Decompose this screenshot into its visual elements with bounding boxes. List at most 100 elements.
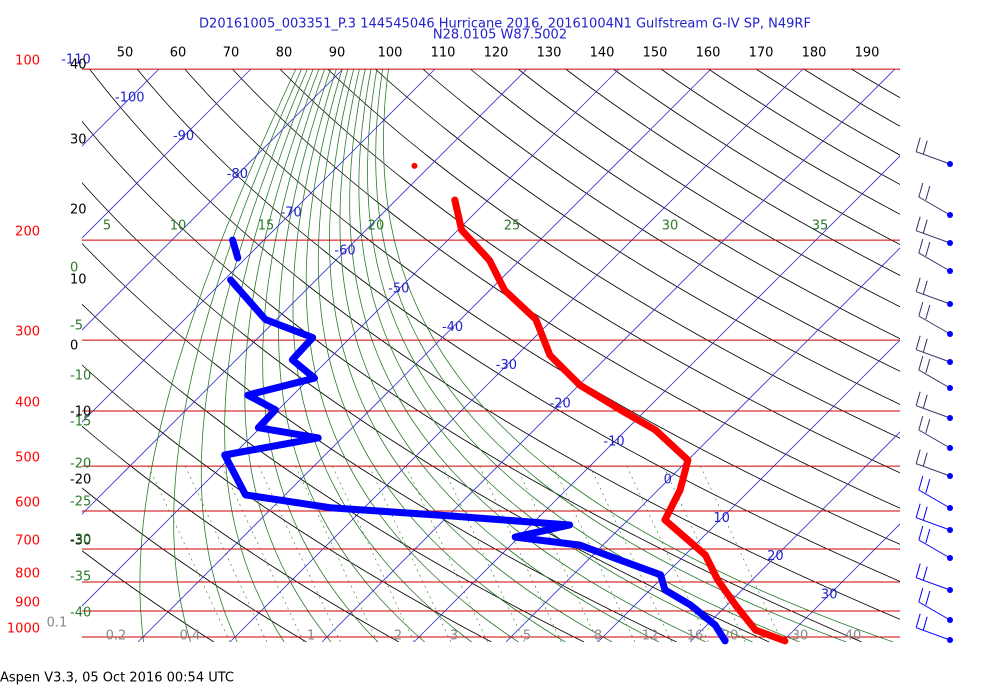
top-scale-label: 60 (170, 46, 187, 61)
moist-adiabat (329, 69, 613, 642)
dry-adiabat (517, 69, 900, 308)
barb-flag (918, 475, 924, 491)
theta-label: 10 (170, 219, 187, 234)
barb-flag (918, 182, 924, 198)
isotherm (82, 69, 620, 607)
pressure-label: 400 (15, 396, 40, 411)
dry-adiabat (564, 69, 900, 276)
isotherm (413, 155, 900, 642)
barb-flag (915, 137, 921, 152)
barb-staff (916, 151, 951, 165)
barb-staff (916, 230, 951, 244)
theta-left-label: -40 (70, 606, 91, 621)
barb-dot (947, 212, 953, 218)
isotherm (689, 431, 900, 642)
barb-flag (925, 528, 931, 544)
dry-adiabat (660, 69, 900, 215)
isotherm (229, 69, 804, 642)
top-scale-label: 80 (276, 46, 293, 61)
barb-flag (922, 140, 928, 155)
footer: Aspen V3.3, 05 Oct 2016 00:54 UTC (0, 671, 234, 686)
isotherm (82, 69, 528, 515)
dry-adiabat (82, 364, 492, 642)
left-scale-label: 20 (70, 203, 87, 218)
isotherm-label: -50 (388, 282, 409, 297)
top-scale-label: 150 (643, 46, 668, 61)
theta-left-label: -15 (70, 415, 91, 430)
mixing-ratio-label: 0.4 (180, 629, 201, 644)
top-scale-label: 110 (431, 46, 456, 61)
moist-adiabat (358, 69, 753, 642)
profile-line (221, 236, 729, 645)
chart-title: D20161005_003351_P.3 144545046 Hurricane… (199, 17, 811, 32)
top-scale-label: 170 (749, 46, 774, 61)
barb-flag (915, 277, 921, 292)
dry-adiabat (184, 69, 900, 545)
left-scale-label: 10 (70, 273, 87, 288)
barb-staff (916, 627, 951, 641)
theta-left-label: -10 (70, 369, 91, 384)
pressure-label: 500 (15, 451, 40, 466)
moist-adiabat (200, 69, 308, 642)
isotherm-label: -70 (281, 205, 302, 220)
barb-flag (918, 238, 924, 254)
barb-flag (922, 616, 928, 631)
barb-flag (918, 415, 924, 431)
top-scale-label: 100 (378, 46, 403, 61)
pressure-label: 100 (15, 54, 40, 69)
isotherm-label: -60 (334, 244, 355, 259)
left-scale-label: 40 (70, 58, 87, 73)
barb-flag (922, 280, 928, 295)
dry-adiabat (327, 69, 900, 439)
mixing-ratio-label: 5 (523, 629, 531, 644)
moist-adiabat (278, 69, 425, 642)
pressure-label: 700 (15, 534, 40, 549)
barb-dot (947, 637, 953, 643)
barb-staff (916, 349, 951, 363)
pressure-label: 1000 (7, 622, 40, 637)
profile-line (451, 196, 789, 645)
isotherm (137, 69, 712, 642)
theta-left-label: -20 (70, 457, 91, 472)
isotherm-label: -80 (227, 167, 248, 182)
pressure-label: 200 (15, 225, 40, 240)
moist-adiabat (375, 69, 847, 642)
moist-adiabat (139, 69, 297, 642)
pressure-label: 800 (15, 566, 40, 581)
isotherm (597, 339, 900, 642)
isotherm-label: 20 (767, 549, 784, 564)
isotherm (82, 69, 160, 147)
barb-flag (922, 219, 928, 234)
isotherm-label: -40 (442, 320, 463, 335)
barb-flag (918, 587, 924, 603)
barb-flag (925, 185, 931, 201)
dry-adiabat (898, 69, 900, 71)
chart-subtitle: N28.0105 W87.5002 (433, 28, 567, 43)
top-scale-label: 90 (329, 46, 346, 61)
barb-flag (918, 301, 924, 317)
isotherm-label: -30 (496, 358, 517, 373)
barb-flag (925, 241, 931, 257)
isotherm-label: 0 (664, 473, 672, 488)
barb-staff (918, 369, 951, 389)
barb-dot (947, 359, 953, 365)
isotherm (82, 69, 344, 331)
dry-adiabat (82, 487, 307, 642)
barb-flag (922, 506, 928, 521)
dry-adiabat (707, 69, 900, 185)
isotherm (82, 69, 252, 239)
wind-barbs (915, 137, 953, 643)
dry-adiabat (802, 69, 900, 127)
dry-adiabat (422, 69, 900, 372)
barb-dot (947, 161, 953, 167)
mixing-ratio-line (332, 465, 415, 642)
mixing-ratio-line (516, 465, 599, 642)
mixing-ratio-label: 12 (642, 629, 659, 644)
isotherm (505, 247, 900, 642)
barb-flag (922, 566, 928, 581)
isotherm-label: -90 (173, 129, 194, 144)
theta-label: 5 (103, 219, 111, 234)
mixing-ratio-line (589, 465, 672, 642)
barb-flag (922, 338, 928, 353)
